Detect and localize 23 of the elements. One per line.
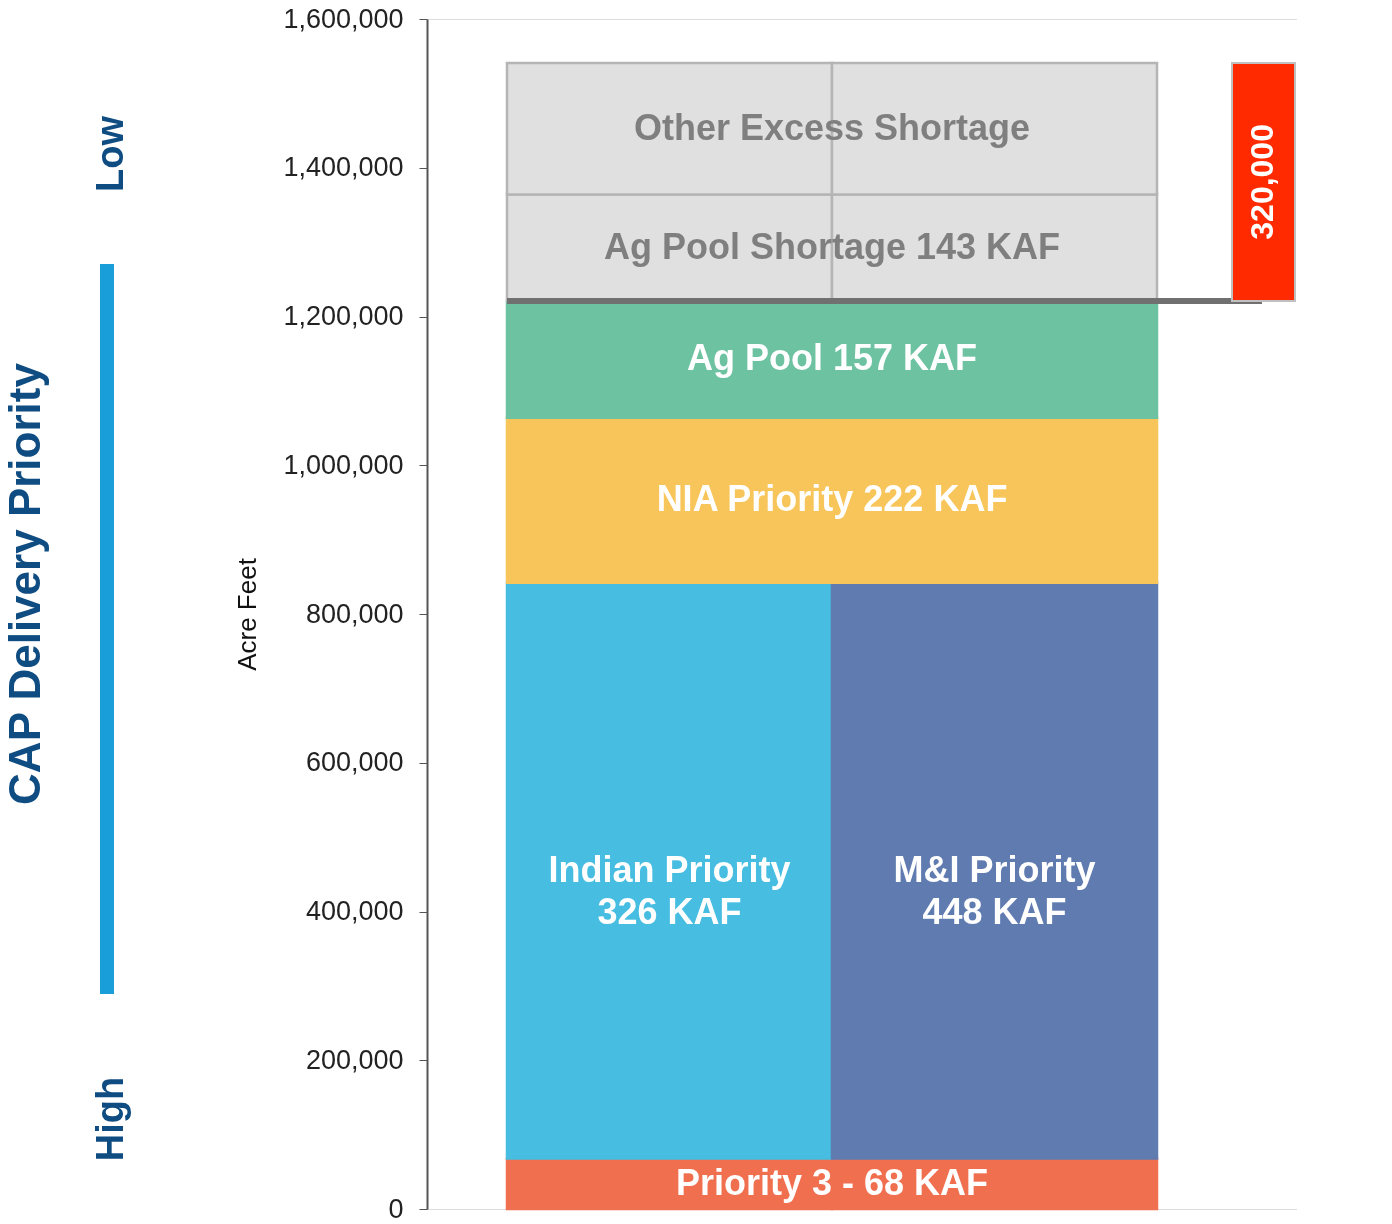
- series-label: Ag Pool Shortage 143 KAF: [603, 225, 1061, 267]
- y-tick-label: 1,000,000: [283, 449, 404, 480]
- y-tick-label: 1,400,000: [283, 152, 404, 183]
- y-tick-label: 0: [388, 1193, 404, 1224]
- bar: [830, 581, 1159, 1160]
- bar: [505, 581, 834, 1160]
- y-tick-label: 1,600,000: [283, 3, 404, 34]
- text: High: [89, 1076, 131, 1162]
- series-label: Ag Pool 157 KAF: [686, 337, 978, 379]
- y-tick-label: 400,000: [305, 896, 404, 926]
- y-tick-label: 200,000: [305, 1044, 404, 1075]
- band-label: 320,000: [1244, 124, 1280, 240]
- y-tick-label: 800,000: [305, 598, 404, 629]
- series-label: Indian Priority 326 KAF: [548, 848, 791, 932]
- series-label: M&I Priority 448 KAF: [893, 848, 1096, 932]
- y-tick-label: 600,000: [305, 747, 404, 778]
- series-label: NIA Priority 222 KAF: [656, 478, 1008, 520]
- series-label: Other Excess Shortage: [633, 106, 1031, 148]
- text: CAP Delivery Priority: [0, 362, 49, 805]
- y-tick-label: 1,200,000: [283, 301, 404, 331]
- y-axis-title: Acre Feet: [232, 557, 263, 671]
- text: Low: [89, 115, 131, 192]
- series-label: Priority 3 - 68 KAF: [675, 1161, 989, 1203]
